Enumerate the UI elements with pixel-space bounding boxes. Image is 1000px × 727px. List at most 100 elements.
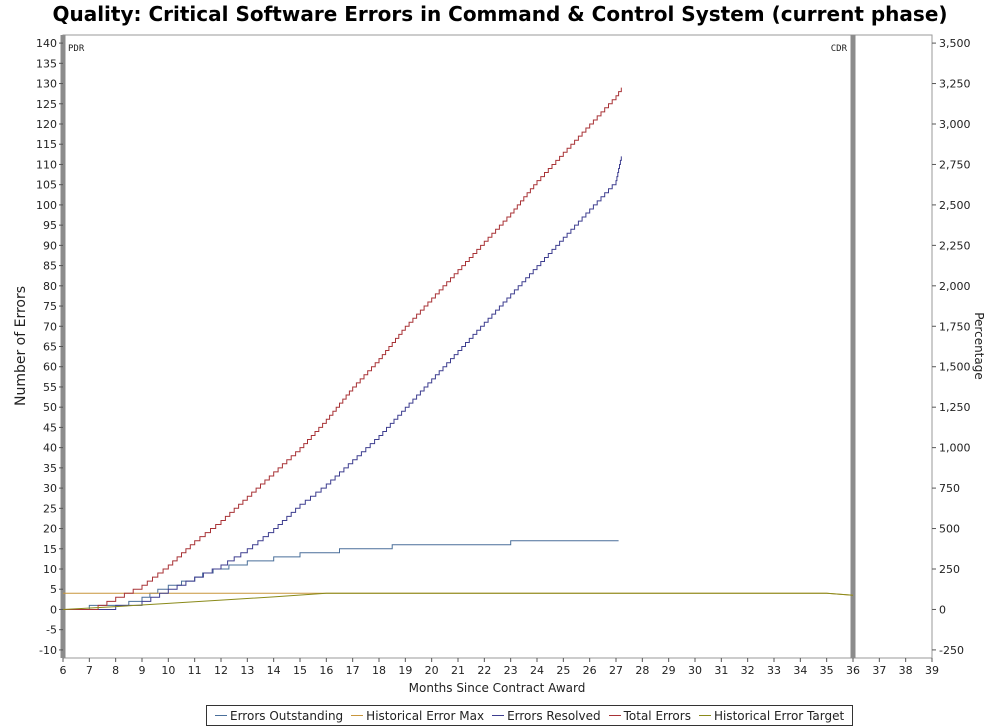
y2-tick-label: 3,250 [939, 78, 971, 91]
x-tick-label: 37 [872, 664, 886, 677]
x-tick-label: 13 [240, 664, 254, 677]
y-tick-label: 15 [43, 543, 57, 556]
x-tick-label: 12 [214, 664, 228, 677]
y-tick-label: 120 [36, 118, 57, 131]
series-layer [62, 87, 854, 610]
y-tick-label: 35 [43, 462, 57, 475]
x-tick-label: 30 [688, 664, 702, 677]
x-tick-label: 39 [925, 664, 939, 677]
x-tick-label: 18 [372, 664, 386, 677]
y-tick-label: 140 [36, 37, 57, 50]
plot-area [62, 34, 933, 659]
legend-label: Historical Error Target [713, 708, 845, 723]
x-tick-label: 11 [188, 664, 202, 677]
y2-axis-label: Percentage [972, 312, 986, 380]
y-tick-label: 75 [43, 300, 57, 313]
y-axis-label: Number of Errors [13, 286, 29, 406]
x-tick-label: 16 [319, 664, 333, 677]
x-tick-label: 20 [425, 664, 439, 677]
y-tick-label: 80 [43, 280, 57, 293]
y2-tick-label: 750 [939, 482, 960, 495]
x-tick-label: 8 [112, 664, 119, 677]
y2-tick-label: 3,000 [939, 118, 971, 131]
x-tick-label: 22 [477, 664, 491, 677]
legend-swatch [608, 715, 621, 716]
chart-title: Quality: Critical Software Errors in Com… [52, 2, 948, 26]
x-tick-label: 24 [530, 664, 544, 677]
x-tick-label: 26 [583, 664, 597, 677]
y2-tick-label: 250 [939, 563, 960, 576]
y-tick-label: 100 [36, 199, 57, 212]
y-tick-label: 25 [43, 502, 57, 515]
x-tick-label: 38 [899, 664, 913, 677]
series-line-historical-error-target [62, 592, 854, 610]
legend-label: Historical Error Max [366, 708, 485, 723]
legend-swatch [215, 715, 227, 716]
y-tick-label: 30 [43, 482, 57, 495]
x-tick-label: 29 [662, 664, 676, 677]
y2-tick-label: 2,000 [939, 280, 971, 293]
x-tick-label: 34 [793, 664, 807, 677]
y-axis-left: -10 -5 0 5 10 15 20 25 30 35 40 45 50 55 60 65 70 75 80 85 9… [36, 37, 63, 657]
legend-label: Errors Outstanding [230, 708, 344, 723]
y-tick-label: 105 [36, 179, 57, 192]
legend-swatch [351, 715, 364, 716]
y2-tick-label: 2,750 [939, 158, 971, 171]
x-tick-label: 25 [556, 664, 570, 677]
x-axis-label: Months Since Contract Award [409, 681, 586, 695]
x-tick-label: 33 [767, 664, 781, 677]
legend: Errors Outstanding Historical Error Max Er… [206, 705, 854, 726]
y-axis-right: -250 0 250 500 750 1,000 1,250 1,500 1,750 2,000 2… [932, 37, 971, 657]
legend-swatch [492, 715, 505, 716]
y2-tick-label: 2,500 [939, 199, 971, 212]
legend-label: Errors Resolved [507, 708, 601, 723]
y-tick-label: 90 [43, 239, 57, 252]
y-tick-label: 0 [50, 603, 57, 616]
y2-tick-label: 500 [939, 523, 960, 536]
x-tick-label: 27 [609, 664, 623, 677]
milestone-label-cdr: CDR [831, 44, 848, 54]
x-axis: 6 7 8 9 10 11 12 13 14 15 16 17 18 19 20 21 22 23 24 25 26 27… [60, 658, 939, 677]
y-tick-label: -10 [39, 644, 57, 657]
series-line-total-errors [63, 87, 622, 610]
x-tick-label: 32 [741, 664, 755, 677]
y-tick-label: 115 [36, 138, 57, 151]
y-tick-label: 5 [50, 583, 57, 596]
y2-tick-label: 3,500 [939, 37, 971, 50]
y2-tick-label: 2,250 [939, 239, 971, 252]
legend-item: Historical Error Max [351, 709, 484, 723]
y-tick-label: 95 [43, 219, 57, 232]
y2-tick-label: 1,000 [939, 442, 971, 455]
y-tick-label: 60 [43, 361, 57, 374]
y-tick-label: 125 [36, 98, 57, 111]
y2-tick-label: 0 [939, 603, 946, 616]
y-tick-label: 20 [43, 523, 57, 536]
x-tick-label: 6 [60, 664, 67, 677]
legend-label: Total Errors [623, 708, 691, 723]
x-tick-label: 21 [451, 664, 465, 677]
x-tick-label: 35 [820, 664, 834, 677]
y2-tick-label: -250 [939, 644, 964, 657]
y2-tick-label: 1,250 [939, 401, 971, 414]
legend-swatch [698, 715, 711, 716]
chart-svg: PDR CDR 6 7 8 9 10 11 12 13 14 15 16 17 18 19 20 21 22 23 2… [13, 34, 986, 695]
x-tick-label: 7 [86, 664, 93, 677]
legend-item: Historical Error Target [698, 708, 845, 723]
y2-tick-label: 1,500 [939, 361, 971, 374]
y-tick-label: 45 [43, 421, 57, 434]
y-tick-label: 40 [43, 442, 57, 455]
y-tick-label: 85 [43, 260, 57, 273]
legend-item: Errors Outstanding [215, 709, 343, 723]
series-line-errors-resolved [63, 156, 622, 610]
x-tick-label: 28 [635, 664, 649, 677]
y-tick-label: 70 [43, 320, 57, 333]
x-tick-label: 15 [293, 664, 307, 677]
x-tick-label: 36 [846, 664, 860, 677]
y-tick-label: 110 [36, 158, 57, 171]
x-tick-label: 17 [346, 664, 360, 677]
y-tick-label: -5 [46, 624, 57, 637]
x-tick-label: 31 [714, 664, 728, 677]
x-tick-label: 14 [267, 664, 281, 677]
legend-item: Errors Resolved [492, 709, 601, 723]
y-tick-label: 135 [36, 57, 57, 70]
